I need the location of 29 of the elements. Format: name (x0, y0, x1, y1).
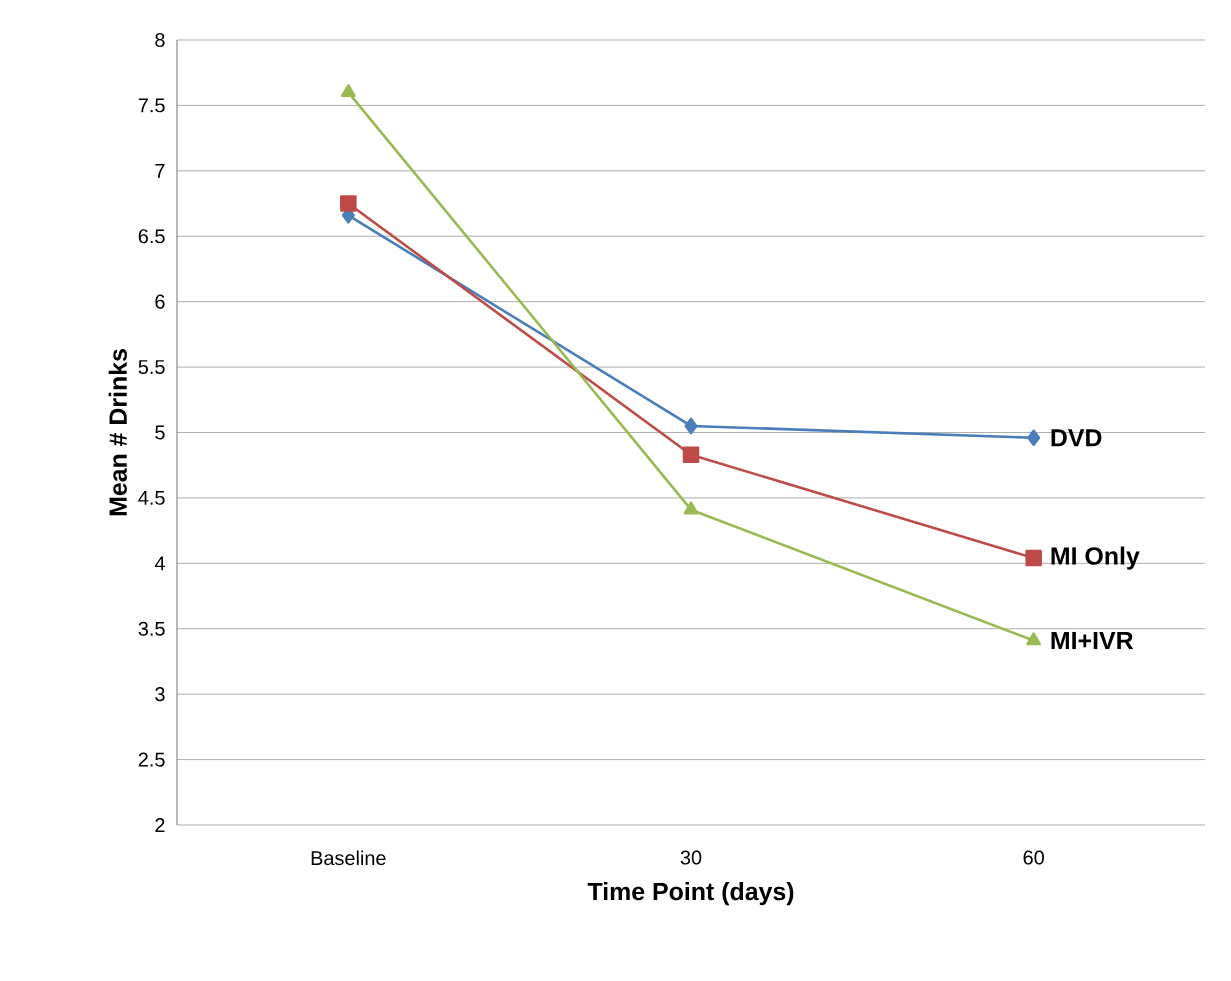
y-tick-label: 4.5 (138, 490, 165, 505)
point (683, 501, 699, 515)
y-tick-label: 3 (155, 687, 165, 702)
x-tick-label: 60 (1023, 850, 1044, 865)
point (1027, 429, 1041, 446)
point (1025, 549, 1042, 567)
y-tick-label: 2.5 (138, 752, 165, 767)
y-tick-label: 5 (155, 425, 165, 440)
point (340, 195, 357, 212)
series-label: MI+IVR (1051, 631, 1134, 650)
point (1026, 632, 1042, 646)
x-tick-label: 30 (680, 850, 702, 865)
x-tick-label: Baseline (311, 850, 386, 866)
y-tick-label: 6 (155, 294, 165, 309)
y-tick-label: 4 (154, 556, 165, 571)
y-tick-label: 5.5 (138, 360, 165, 375)
point (341, 84, 356, 98)
point (684, 417, 698, 435)
y-axis-title: Mean # Drinks (108, 349, 127, 516)
y-tick-label: 7 (155, 163, 165, 178)
y-tick-label: 3.5 (138, 621, 165, 636)
series-label: DVD (1051, 429, 1102, 447)
y-tick-label: 7.5 (138, 98, 165, 113)
series-label: MI Only (1051, 546, 1140, 570)
y-tick-label: 6.5 (138, 229, 165, 244)
y-tick-label: 2 (155, 818, 165, 832)
point (682, 446, 700, 464)
x-axis-title: Time Point (days) (587, 881, 794, 906)
y-tick-label: 8 (155, 32, 165, 48)
